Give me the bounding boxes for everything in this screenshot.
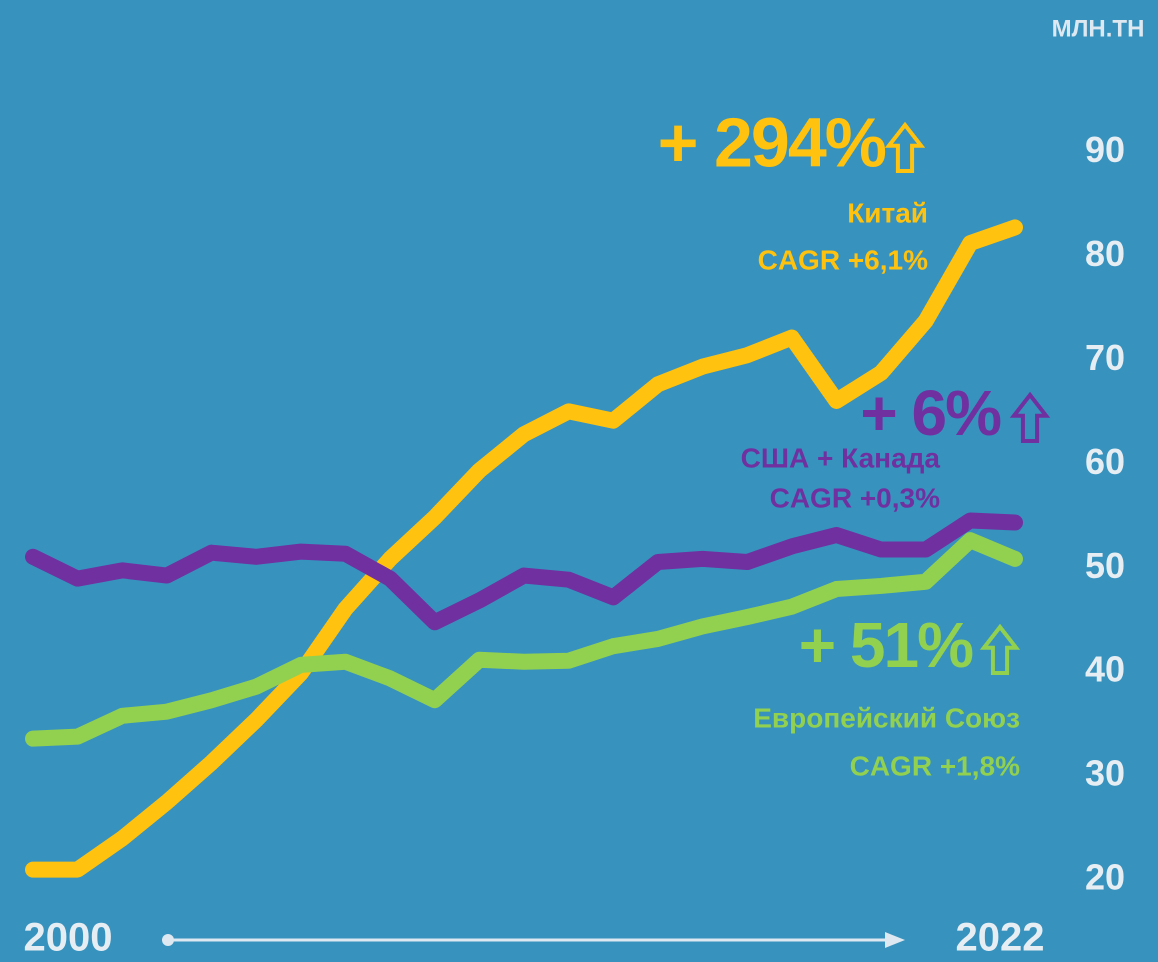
- cagr-label: CAGR +6,1%: [758, 244, 928, 275]
- legend-name: США + Канада: [741, 442, 941, 473]
- change-label: + 6%: [860, 377, 1001, 449]
- cagr-label: CAGR +0,3%: [770, 482, 940, 513]
- time-arrow-start: [162, 934, 174, 946]
- up-arrow-icon: [979, 623, 1021, 675]
- y-tick-label: 30: [1085, 753, 1125, 794]
- up-arrow-icon: [884, 121, 926, 173]
- time-arrow-head: [885, 932, 905, 948]
- y-tick-label: 20: [1085, 857, 1125, 898]
- series-line: [25, 512, 1023, 631]
- y-tick-label: 40: [1085, 649, 1125, 690]
- y-tick-label: 50: [1085, 545, 1125, 586]
- change-label: + 294%: [658, 103, 886, 181]
- x-tick-label: 2022: [956, 916, 1045, 960]
- y-tick-label: 70: [1085, 337, 1125, 378]
- y-tick-label: 90: [1085, 129, 1125, 170]
- series-line: [25, 532, 1023, 747]
- cagr-label: CAGR +1,8%: [850, 750, 1020, 781]
- legend-name: Европейский Союз: [753, 702, 1020, 733]
- up-arrow-icon: [1009, 391, 1051, 443]
- unit-label: МЛН.ТН: [1052, 15, 1145, 42]
- y-tick-label: 80: [1085, 233, 1125, 274]
- x-tick-label: 2000: [24, 916, 113, 960]
- legend-name: Китай: [847, 197, 928, 228]
- series-line: [25, 219, 1023, 878]
- change-label: + 51%: [799, 609, 973, 681]
- y-tick-label: 60: [1085, 441, 1125, 482]
